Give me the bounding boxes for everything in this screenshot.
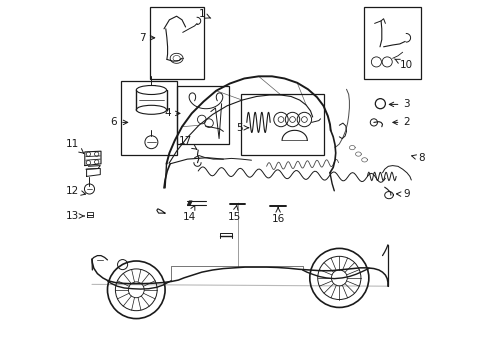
Text: 16: 16 [271,208,285,224]
Text: 15: 15 [227,206,241,222]
Text: 7: 7 [139,33,155,43]
Text: 17: 17 [178,136,197,149]
Bar [176,86,229,144]
Circle shape [95,160,99,164]
Text: 2: 2 [393,117,410,127]
Bar [149,7,204,79]
Bar [121,81,176,155]
Circle shape [95,152,99,156]
Text: 5: 5 [237,123,249,133]
Text: 14: 14 [183,206,196,222]
Bar [364,7,421,79]
Text: 9: 9 [396,189,410,199]
Circle shape [86,161,91,165]
Text: 1: 1 [199,9,211,19]
Text: 6: 6 [111,117,128,127]
Text: 13: 13 [66,211,84,221]
Text: 8: 8 [412,153,424,163]
Text: 4: 4 [165,108,180,118]
Text: 3: 3 [389,99,410,109]
Text: 10: 10 [394,59,413,70]
Bar [242,94,324,155]
Text: 11: 11 [66,139,84,153]
Text: 12: 12 [66,186,86,196]
Circle shape [86,152,91,156]
